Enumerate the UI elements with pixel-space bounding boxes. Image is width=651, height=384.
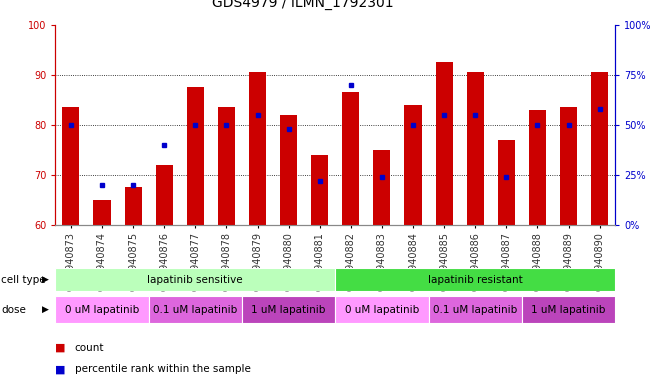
Bar (342, 92, 359, 225)
Text: 0 uM lapatinib: 0 uM lapatinib (65, 305, 139, 315)
Bar (124, 187, 142, 225)
Bar (404, 105, 422, 225)
Bar (55, 268, 335, 291)
Bar (522, 296, 615, 323)
Bar (218, 107, 235, 225)
Bar (156, 165, 173, 225)
Text: 0.1 uM lapatinib: 0.1 uM lapatinib (153, 305, 238, 315)
Text: cell type: cell type (1, 275, 46, 285)
Bar (94, 200, 111, 225)
Bar (335, 296, 428, 323)
Bar (249, 72, 266, 225)
Bar (62, 107, 79, 225)
Bar (280, 115, 297, 225)
Bar (529, 110, 546, 225)
Bar (55, 296, 148, 323)
Bar (467, 72, 484, 225)
Text: ■: ■ (55, 364, 66, 374)
Text: 1 uM lapatinib: 1 uM lapatinib (531, 305, 605, 315)
Bar (591, 72, 608, 225)
Text: count: count (75, 343, 104, 353)
Text: GDS4979 / ILMN_1792301: GDS4979 / ILMN_1792301 (212, 0, 393, 10)
Bar (560, 107, 577, 225)
Bar (242, 296, 335, 323)
Bar (436, 62, 452, 225)
Bar (187, 87, 204, 225)
Bar (335, 268, 615, 291)
Text: 0.1 uM lapatinib: 0.1 uM lapatinib (433, 305, 518, 315)
Text: percentile rank within the sample: percentile rank within the sample (75, 364, 251, 374)
Bar (374, 150, 391, 225)
Text: lapatinib sensitive: lapatinib sensitive (148, 275, 243, 285)
Text: dose: dose (1, 305, 26, 315)
Text: ▶: ▶ (42, 305, 49, 314)
Text: ■: ■ (55, 343, 66, 353)
Text: 0 uM lapatinib: 0 uM lapatinib (345, 305, 419, 315)
Text: 1 uM lapatinib: 1 uM lapatinib (251, 305, 326, 315)
Text: ▶: ▶ (42, 275, 49, 284)
Text: lapatinib resistant: lapatinib resistant (428, 275, 523, 285)
Bar (311, 155, 328, 225)
Bar (148, 296, 242, 323)
Bar (428, 296, 522, 323)
Bar (498, 140, 515, 225)
